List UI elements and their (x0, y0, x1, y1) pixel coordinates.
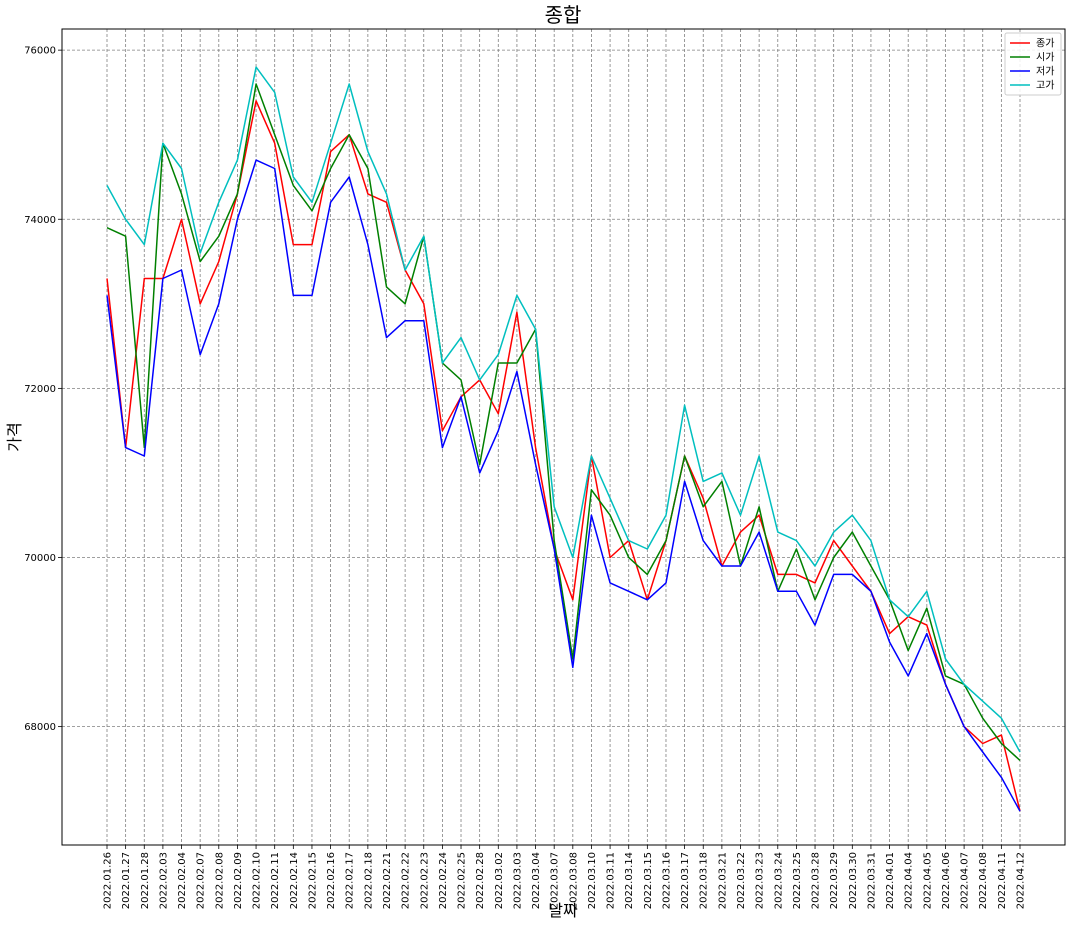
y-axis-label: 가격 (5, 422, 24, 451)
legend-label: 종가 (1036, 38, 1054, 50)
x-tick-label: 2022.03.07 (550, 852, 561, 909)
plot-frame (61, 28, 1066, 846)
x-tick-label: 2022.02.15 (307, 852, 318, 909)
x-tick-label: 2022.02.14 (289, 852, 300, 909)
series-lines (106, 66, 1021, 812)
x-tick-label: 2022.01.28 (140, 852, 151, 909)
x-tick-label: 2022.03.22 (736, 852, 747, 909)
x-tick-label: 2022.02.08 (214, 852, 225, 909)
x-tick-label: 2022.03.24 (773, 852, 784, 909)
y-tick-label: 76000 (24, 46, 56, 57)
x-tick-label: 2022.03.11 (606, 852, 617, 909)
x-tick-label: 2022.01.26 (103, 852, 114, 909)
x-tick-label: 2022.02.18 (363, 852, 374, 909)
series-line-시가 (106, 83, 1021, 761)
x-tick-label: 2022.02.28 (475, 852, 486, 909)
x-tick-label: 2022.01.27 (121, 852, 132, 909)
series-line-고가 (106, 66, 1021, 753)
x-axis-label: 날짜 (548, 901, 578, 920)
x-tick-label: 2022.03.15 (643, 852, 654, 909)
y-tick-label: 70000 (24, 553, 56, 564)
x-tick-label: 2022.03.25 (792, 852, 803, 909)
x-tick-label: 2022.03.28 (811, 852, 822, 909)
y-tick-label: 68000 (24, 722, 56, 733)
x-tick-label: 2022.02.11 (270, 852, 281, 909)
x-tick-label: 2022.04.11 (997, 852, 1008, 909)
x-tick-label: 2022.03.02 (494, 852, 505, 909)
x-tick-label: 2022.03.17 (680, 852, 691, 909)
x-tick-label: 2022.04.08 (978, 852, 989, 909)
x-tick-label: 2022.03.21 (717, 852, 728, 909)
x-tick-label: 2022.03.03 (512, 852, 523, 909)
x-tick-label: 2022.02.22 (401, 852, 412, 909)
x-tick-label: 2022.04.07 (960, 852, 971, 909)
chart-title: 종합 (545, 3, 582, 27)
legend-label: 시가 (1036, 52, 1054, 64)
x-axis-ticks: 2022.01.26 2022.01.27 2022.01.28 2022.02.03… (103, 845, 1027, 909)
x-tick-label: 2022.02.23 (419, 852, 430, 909)
x-tick-label: 2022.02.16 (326, 852, 337, 909)
series-line-저가 (106, 159, 1021, 812)
x-tick-label: 2022.03.30 (848, 852, 859, 909)
x-tick-label: 2022.02.17 (345, 852, 356, 909)
x-tick-label: 2022.03.31 (866, 852, 877, 909)
x-tick-label: 2022.03.16 (661, 852, 672, 909)
x-tick-label: 2022.03.10 (587, 852, 598, 909)
x-tick-label: 2022.03.14 (624, 852, 635, 909)
x-tick-label: 2022.02.04 (177, 852, 188, 909)
x-tick-label: 2022.04.06 (941, 852, 952, 909)
x-tick-label: 2022.04.01 (885, 852, 896, 909)
legend-box (1004, 32, 1062, 96)
x-tick-label: 2022.04.05 (922, 852, 933, 909)
x-tick-label: 2022.02.03 (158, 852, 169, 909)
x-tick-label: 2022.02.09 (233, 852, 244, 909)
y-axis-ticks: 68000 70000 72000 74000 76000 (24, 46, 62, 733)
x-tick-label: 2022.02.21 (382, 852, 393, 909)
series-line-종가 (106, 100, 1021, 812)
x-tick-label: 2022.04.04 (904, 852, 915, 909)
x-tick-label: 2022.02.25 (457, 852, 468, 909)
x-tick-label: 2022.02.10 (252, 852, 263, 909)
x-tick-label: 2022.04.12 (1016, 852, 1027, 909)
x-tick-label: 2022.03.23 (755, 852, 766, 909)
legend-label: 고가 (1036, 80, 1054, 92)
x-tick-label: 2022.02.07 (196, 852, 207, 909)
grid (62, 29, 1065, 845)
x-tick-label: 2022.03.04 (531, 852, 542, 909)
x-tick-label: 2022.03.08 (568, 852, 579, 909)
y-tick-label: 74000 (24, 215, 56, 226)
y-tick-label: 72000 (24, 384, 56, 395)
x-tick-label: 2022.03.18 (699, 852, 710, 909)
x-tick-label: 2022.02.24 (438, 852, 449, 909)
x-tick-label: 2022.03.29 (829, 852, 840, 909)
legend-label: 저가 (1036, 66, 1054, 78)
